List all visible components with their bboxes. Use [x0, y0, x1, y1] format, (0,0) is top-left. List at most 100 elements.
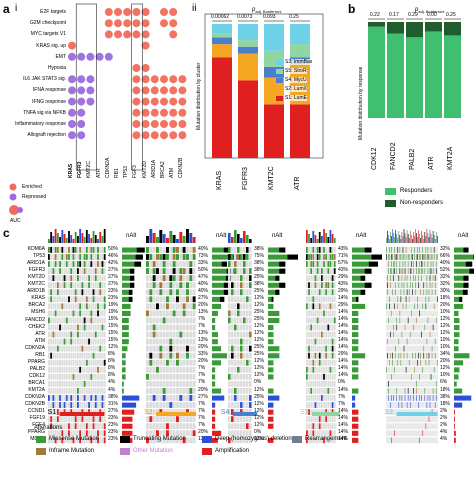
oncoprint-cell — [414, 352, 415, 359]
oncoprint-cell — [425, 338, 427, 345]
oncoprint-cell — [398, 261, 400, 267]
oncoprint-cell — [310, 331, 313, 338]
oncoprint-cell — [408, 317, 410, 324]
bar-segment — [212, 44, 232, 58]
oncoprint-cell — [409, 331, 411, 338]
oncoprint-cell — [172, 282, 176, 289]
oncoprint-cell — [72, 303, 75, 310]
oncoprint-cell — [318, 324, 321, 331]
oncoprint-cell — [425, 275, 427, 282]
oncoprint-cell — [425, 395, 427, 401]
oncoprint-cell — [99, 366, 102, 373]
oncoprint-cell — [402, 296, 404, 303]
oncoprint-cell — [323, 289, 325, 296]
percent-label: 7% — [198, 323, 206, 330]
oncoprint-cell — [388, 338, 389, 345]
oncoprint-cell — [424, 402, 426, 408]
oncoprint-cell — [389, 430, 390, 437]
oncoprint-cell — [428, 430, 430, 437]
oncoprint-cell — [237, 296, 240, 303]
oncoprint-cell — [325, 395, 328, 401]
oncoprint-cell — [54, 359, 57, 366]
oncoprint-cell — [189, 289, 193, 296]
oncoprint-cell — [386, 268, 387, 274]
oncoprint-cell — [399, 317, 401, 324]
oncoprint-cell — [234, 423, 237, 430]
oncoprint-cell — [407, 247, 409, 253]
oncoprint-cell — [412, 402, 413, 408]
percent-label: 20% — [198, 386, 209, 393]
oncoprint-cell — [243, 352, 246, 359]
oncoprint-cell — [159, 303, 163, 310]
oncoprint-cell — [94, 310, 97, 317]
oncoprint-cell — [403, 331, 405, 338]
oncoprint-cell — [394, 402, 395, 408]
oncoprint-cell — [162, 423, 166, 430]
oncoprint-cell — [159, 373, 163, 380]
oncoprint-cell — [182, 345, 186, 352]
oncoprint-cell — [436, 247, 438, 253]
nalt-bar — [212, 437, 218, 443]
enriched-dot — [150, 108, 159, 117]
top-histogram-bar — [428, 237, 430, 243]
oncoprint-cell — [172, 437, 176, 444]
oncoprint-cell — [412, 324, 413, 331]
oncoprint-cell — [228, 331, 231, 338]
nalt-bar — [268, 353, 280, 359]
top-histogram-bar — [412, 239, 413, 243]
oncoprint-cell — [52, 416, 55, 423]
percent-label: 12% — [108, 344, 119, 351]
oncoprint-cell — [237, 261, 240, 267]
oncoprint-cell — [243, 430, 246, 437]
oncoprint-cell — [401, 275, 403, 282]
nalt-bar — [352, 318, 359, 324]
oncoprint-cell — [436, 317, 438, 324]
oncoprint-cell — [159, 430, 163, 437]
oncoprint-cell — [182, 388, 186, 394]
oncoprint-cell — [390, 388, 391, 394]
oncoprint-cell — [52, 430, 55, 437]
oncoprint-cell — [85, 296, 88, 303]
oncoprint-cell — [179, 268, 183, 274]
oncoprint-cell — [399, 423, 401, 430]
oncoprint-cell — [423, 282, 425, 289]
percent-label: 12% — [254, 435, 265, 442]
enriched-dot — [132, 19, 141, 28]
oncoprint-cell — [325, 310, 328, 317]
oncoprint-cell — [396, 275, 398, 282]
oncoprint-cell — [94, 324, 97, 331]
oncoprint-cell — [169, 247, 173, 253]
percent-label: 27% — [198, 393, 209, 400]
repressed-dot — [86, 75, 95, 84]
oncoprint-cell — [387, 338, 388, 345]
legend-swatch — [276, 60, 283, 65]
oncoprint-cell — [162, 247, 166, 253]
oncoprint-cell — [331, 261, 334, 267]
oncoprint-cell — [331, 352, 334, 359]
oncoprint-cell — [189, 437, 193, 444]
row-label: IL6 JAK STAT3 sig. — [23, 76, 66, 83]
oncoprint-cell — [428, 380, 430, 387]
oncoprint-cell — [83, 261, 86, 267]
gene-label: TP53 — [33, 253, 45, 260]
nalt-bar — [268, 395, 280, 401]
top-histogram-bar — [101, 236, 104, 243]
panel-label-a-ii: ii — [192, 3, 197, 14]
oncoprint-cell — [415, 366, 416, 373]
oncoprint-cell — [430, 395, 432, 401]
oncoprint-cell — [321, 373, 323, 380]
oncoprint-cell — [423, 275, 425, 282]
oncoprint-cell — [436, 345, 438, 352]
oncoprint-cell — [90, 324, 93, 331]
oncoprint-cell — [101, 317, 104, 324]
oncoprint-cell — [436, 366, 438, 373]
oncoprint-cell — [50, 437, 53, 444]
oncoprint-cell — [162, 268, 166, 274]
oncoprint-cell — [308, 352, 310, 359]
oncoprint-cell — [56, 247, 59, 253]
oncoprint-cell — [401, 254, 403, 260]
percent-label: 38% — [254, 245, 265, 252]
oncoprint-cell — [189, 296, 193, 303]
oncoprint-cell — [431, 366, 433, 373]
oncoprint-cell — [432, 430, 434, 437]
